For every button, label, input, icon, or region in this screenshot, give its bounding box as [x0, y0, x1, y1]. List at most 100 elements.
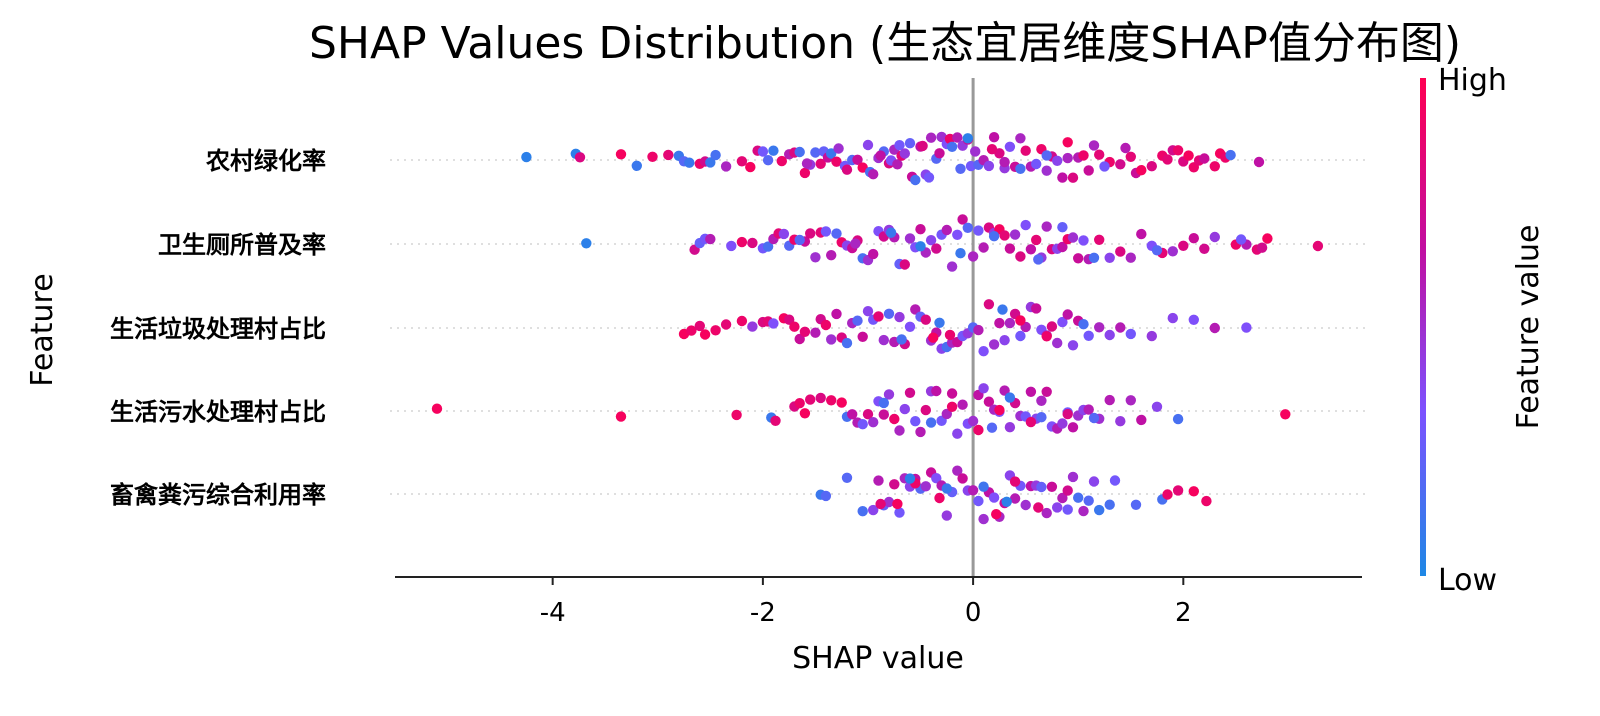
shap-point: [699, 329, 711, 340]
shap-point: [1088, 252, 1100, 263]
shap-point: [904, 233, 916, 244]
shap-point: [899, 403, 910, 415]
shap-point: [983, 160, 995, 172]
shap-point: [1151, 245, 1163, 256]
shap-point: [1057, 418, 1068, 429]
shap-point: [920, 314, 931, 325]
shap-point: [1004, 422, 1016, 433]
shap-point: [973, 424, 984, 436]
shap-point: [770, 415, 781, 426]
shap-point: [1167, 246, 1179, 257]
shap-point: [878, 397, 889, 409]
feature-label: 生活垃圾处理村占比: [110, 315, 326, 343]
shap-point: [799, 167, 811, 179]
shap-point: [762, 155, 774, 166]
shap-point: [833, 143, 844, 154]
shap-point: [1041, 386, 1052, 397]
shap-point: [862, 306, 874, 317]
shap-point: [952, 132, 963, 143]
shap-point: [983, 299, 995, 310]
shap-point: [850, 238, 861, 249]
shap-point: [883, 308, 895, 319]
shap-point: [885, 227, 897, 238]
shap-point: [1125, 328, 1137, 340]
shap-point: [836, 397, 847, 408]
shap-point: [1146, 161, 1158, 172]
shap-point: [820, 319, 832, 331]
shap-point: [857, 331, 868, 342]
shap-point: [1199, 243, 1210, 254]
shap-point: [1036, 395, 1047, 406]
shap-point: [973, 495, 984, 507]
shap-point: [894, 507, 905, 518]
shap-point: [978, 346, 989, 357]
shap-point: [747, 237, 758, 249]
shap-point: [1015, 251, 1026, 262]
shap-point: [868, 169, 879, 180]
shap-point: [868, 504, 879, 516]
shap-point: [952, 428, 963, 439]
shap-point: [794, 333, 805, 345]
shap-point: [1094, 149, 1105, 160]
shap-point: [983, 396, 995, 407]
shap-point: [1062, 408, 1073, 420]
shap-point: [875, 150, 886, 161]
shap-point: [1078, 319, 1089, 330]
colorbar-low-label: Low: [1438, 563, 1497, 598]
shap-point: [1104, 499, 1115, 510]
shap-point: [768, 145, 779, 156]
shap-point: [1067, 422, 1079, 433]
shap-point: [1104, 394, 1115, 406]
shap-point: [826, 250, 837, 261]
shap-point: [1057, 172, 1068, 183]
shap-point: [1041, 221, 1052, 232]
shap-point: [1115, 159, 1126, 170]
shap-point: [1146, 330, 1158, 342]
shap-point: [1067, 172, 1079, 183]
y-axis-title: Feature: [25, 273, 60, 386]
shap-point: [1209, 161, 1221, 172]
shap-point: [1057, 222, 1068, 233]
shap-point: [904, 321, 916, 332]
shap-point: [896, 334, 907, 345]
shap-point: [857, 419, 868, 430]
shap-point: [910, 304, 921, 315]
shap-point: [1083, 404, 1094, 415]
shap-point: [1188, 486, 1200, 497]
shap-point: [920, 404, 931, 416]
shap-point: [1067, 340, 1079, 351]
shap-point: [931, 243, 942, 254]
colorbar-gradient: [1420, 78, 1426, 576]
shap-point: [957, 399, 968, 410]
shap-point: [1130, 499, 1142, 510]
shap-point: [1178, 240, 1189, 251]
shap-point: [1088, 140, 1100, 151]
shap-point: [988, 339, 1000, 350]
shap-point: [615, 411, 627, 422]
shap-point: [986, 144, 998, 155]
feature-label: 畜禽粪污综合利用率: [110, 481, 326, 509]
shap-point: [1094, 234, 1105, 245]
shap-point: [978, 242, 989, 253]
shap-point: [875, 498, 886, 510]
shap-point: [928, 332, 939, 343]
shap-point: [1067, 471, 1079, 483]
shap-point: [892, 159, 903, 170]
shap-point: [967, 415, 979, 427]
shap-point: [684, 157, 695, 168]
shap-point: [805, 394, 816, 405]
shap-point: [915, 224, 926, 235]
shap-point: [1136, 414, 1147, 426]
shap-point: [952, 465, 963, 476]
shap-point: [1188, 233, 1200, 244]
shap-point: [1073, 492, 1084, 503]
shap-point: [720, 161, 732, 172]
shap-point: [1256, 242, 1268, 253]
shap-point: [1041, 331, 1052, 342]
shap-point: [1062, 485, 1073, 496]
shap-point: [1062, 309, 1073, 320]
shap-point: [934, 492, 945, 504]
shap-point: [962, 133, 973, 144]
shap-point: [757, 146, 769, 157]
